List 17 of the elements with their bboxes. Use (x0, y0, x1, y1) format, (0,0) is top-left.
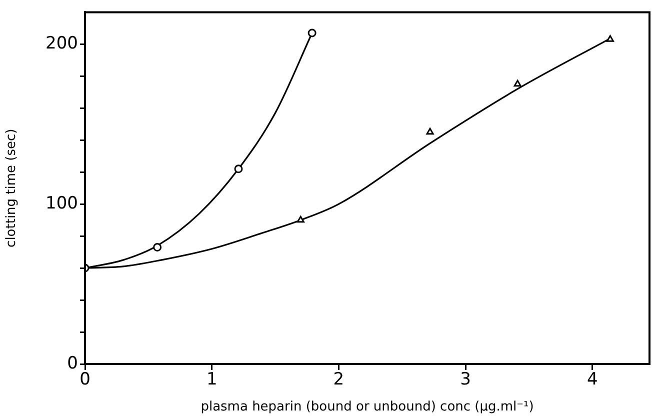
y-tick-label: 0 (67, 353, 78, 374)
y-axis-title: clotting time (sec) (4, 128, 20, 248)
x-tick-label: 2 (333, 370, 344, 390)
x-axis-title: plasma heparin (bound or unbound) conc (μg.ml⁻¹) (200, 400, 534, 415)
point (234, 164, 243, 174)
point (153, 243, 162, 252)
y-tick-label: 100 (46, 194, 78, 214)
x-tick-label: 1 (206, 370, 218, 390)
point (308, 28, 316, 38)
point (426, 128, 434, 135)
x-tick-label: 3 (460, 370, 471, 390)
y-tick-label: 200 (46, 34, 78, 54)
x-tick-label: 4 (587, 370, 598, 390)
x-tick-label: 0 (80, 370, 90, 390)
point (296, 216, 304, 223)
point (514, 80, 522, 87)
point (606, 35, 614, 42)
